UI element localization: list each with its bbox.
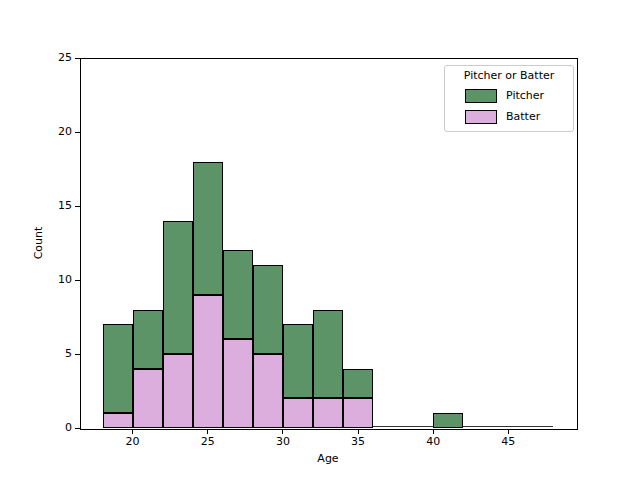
legend-label-batter: Batter (506, 110, 540, 123)
y-axis-label: Count (32, 227, 46, 260)
histogram-bar-batter (193, 295, 223, 428)
histogram-bar-pitcher (433, 413, 463, 428)
x-tick-mark (358, 429, 359, 434)
empty-bin-edge (403, 426, 433, 427)
y-tick-label: 10 (34, 273, 72, 287)
y-tick-mark (75, 132, 80, 133)
empty-bin-edge (463, 426, 493, 427)
empty-bin-edge (373, 426, 403, 427)
histogram-bar-pitcher (163, 221, 193, 354)
y-tick-label: 15 (34, 199, 72, 213)
histogram-bar-batter (103, 413, 133, 428)
y-tick-mark (75, 280, 80, 281)
batter-swatch-icon (465, 110, 497, 124)
y-tick-label: 25 (34, 51, 72, 65)
chart-figure: Age Count Pitcher or Batter Pitcher Batt… (0, 0, 640, 480)
y-tick-mark (75, 428, 80, 429)
legend-label-pitcher: Pitcher (506, 89, 544, 102)
histogram-bar-pitcher (343, 369, 373, 399)
x-tick-label: 30 (268, 435, 298, 449)
histogram-bar-batter (313, 398, 343, 428)
y-tick-mark (75, 354, 80, 355)
y-tick-mark (75, 58, 80, 59)
y-tick-label: 5 (34, 347, 72, 361)
x-tick-label: 45 (493, 435, 523, 449)
histogram-bar-batter (223, 339, 253, 428)
histogram-bar-pitcher (103, 324, 133, 413)
x-tick-label: 35 (343, 435, 373, 449)
x-tick-mark (207, 429, 208, 434)
x-tick-mark (132, 429, 133, 434)
histogram-bar-pitcher (133, 310, 163, 369)
histogram-bar-pitcher (283, 324, 313, 398)
legend-title: Pitcher or Batter (451, 69, 567, 83)
histogram-bar-pitcher (313, 310, 343, 399)
x-tick-mark (508, 429, 509, 434)
histogram-bar-pitcher (193, 162, 223, 295)
histogram-bar-batter (253, 354, 283, 428)
legend: Pitcher or Batter Pitcher Batter (444, 65, 574, 132)
y-tick-label: 20 (34, 125, 72, 139)
histogram-bar-pitcher (223, 250, 253, 339)
histogram-bar-pitcher (253, 265, 283, 354)
y-tick-mark (75, 206, 80, 207)
x-tick-label: 40 (418, 435, 448, 449)
x-tick-label: 20 (118, 435, 148, 449)
empty-bin-edge (523, 426, 553, 427)
histogram-bar-batter (133, 369, 163, 428)
x-tick-mark (282, 429, 283, 434)
y-tick-label: 0 (34, 421, 72, 435)
legend-entry-batter: Batter (465, 108, 567, 125)
pitcher-swatch-icon (465, 89, 497, 103)
histogram-bar-batter (343, 398, 373, 428)
empty-bin-edge (493, 426, 523, 427)
legend-entry-pitcher: Pitcher (465, 87, 567, 104)
histogram-bar-batter (163, 354, 193, 428)
histogram-bar-batter (283, 398, 313, 428)
x-tick-label: 25 (193, 435, 223, 449)
x-tick-mark (433, 429, 434, 434)
x-axis-label: Age (80, 452, 576, 466)
